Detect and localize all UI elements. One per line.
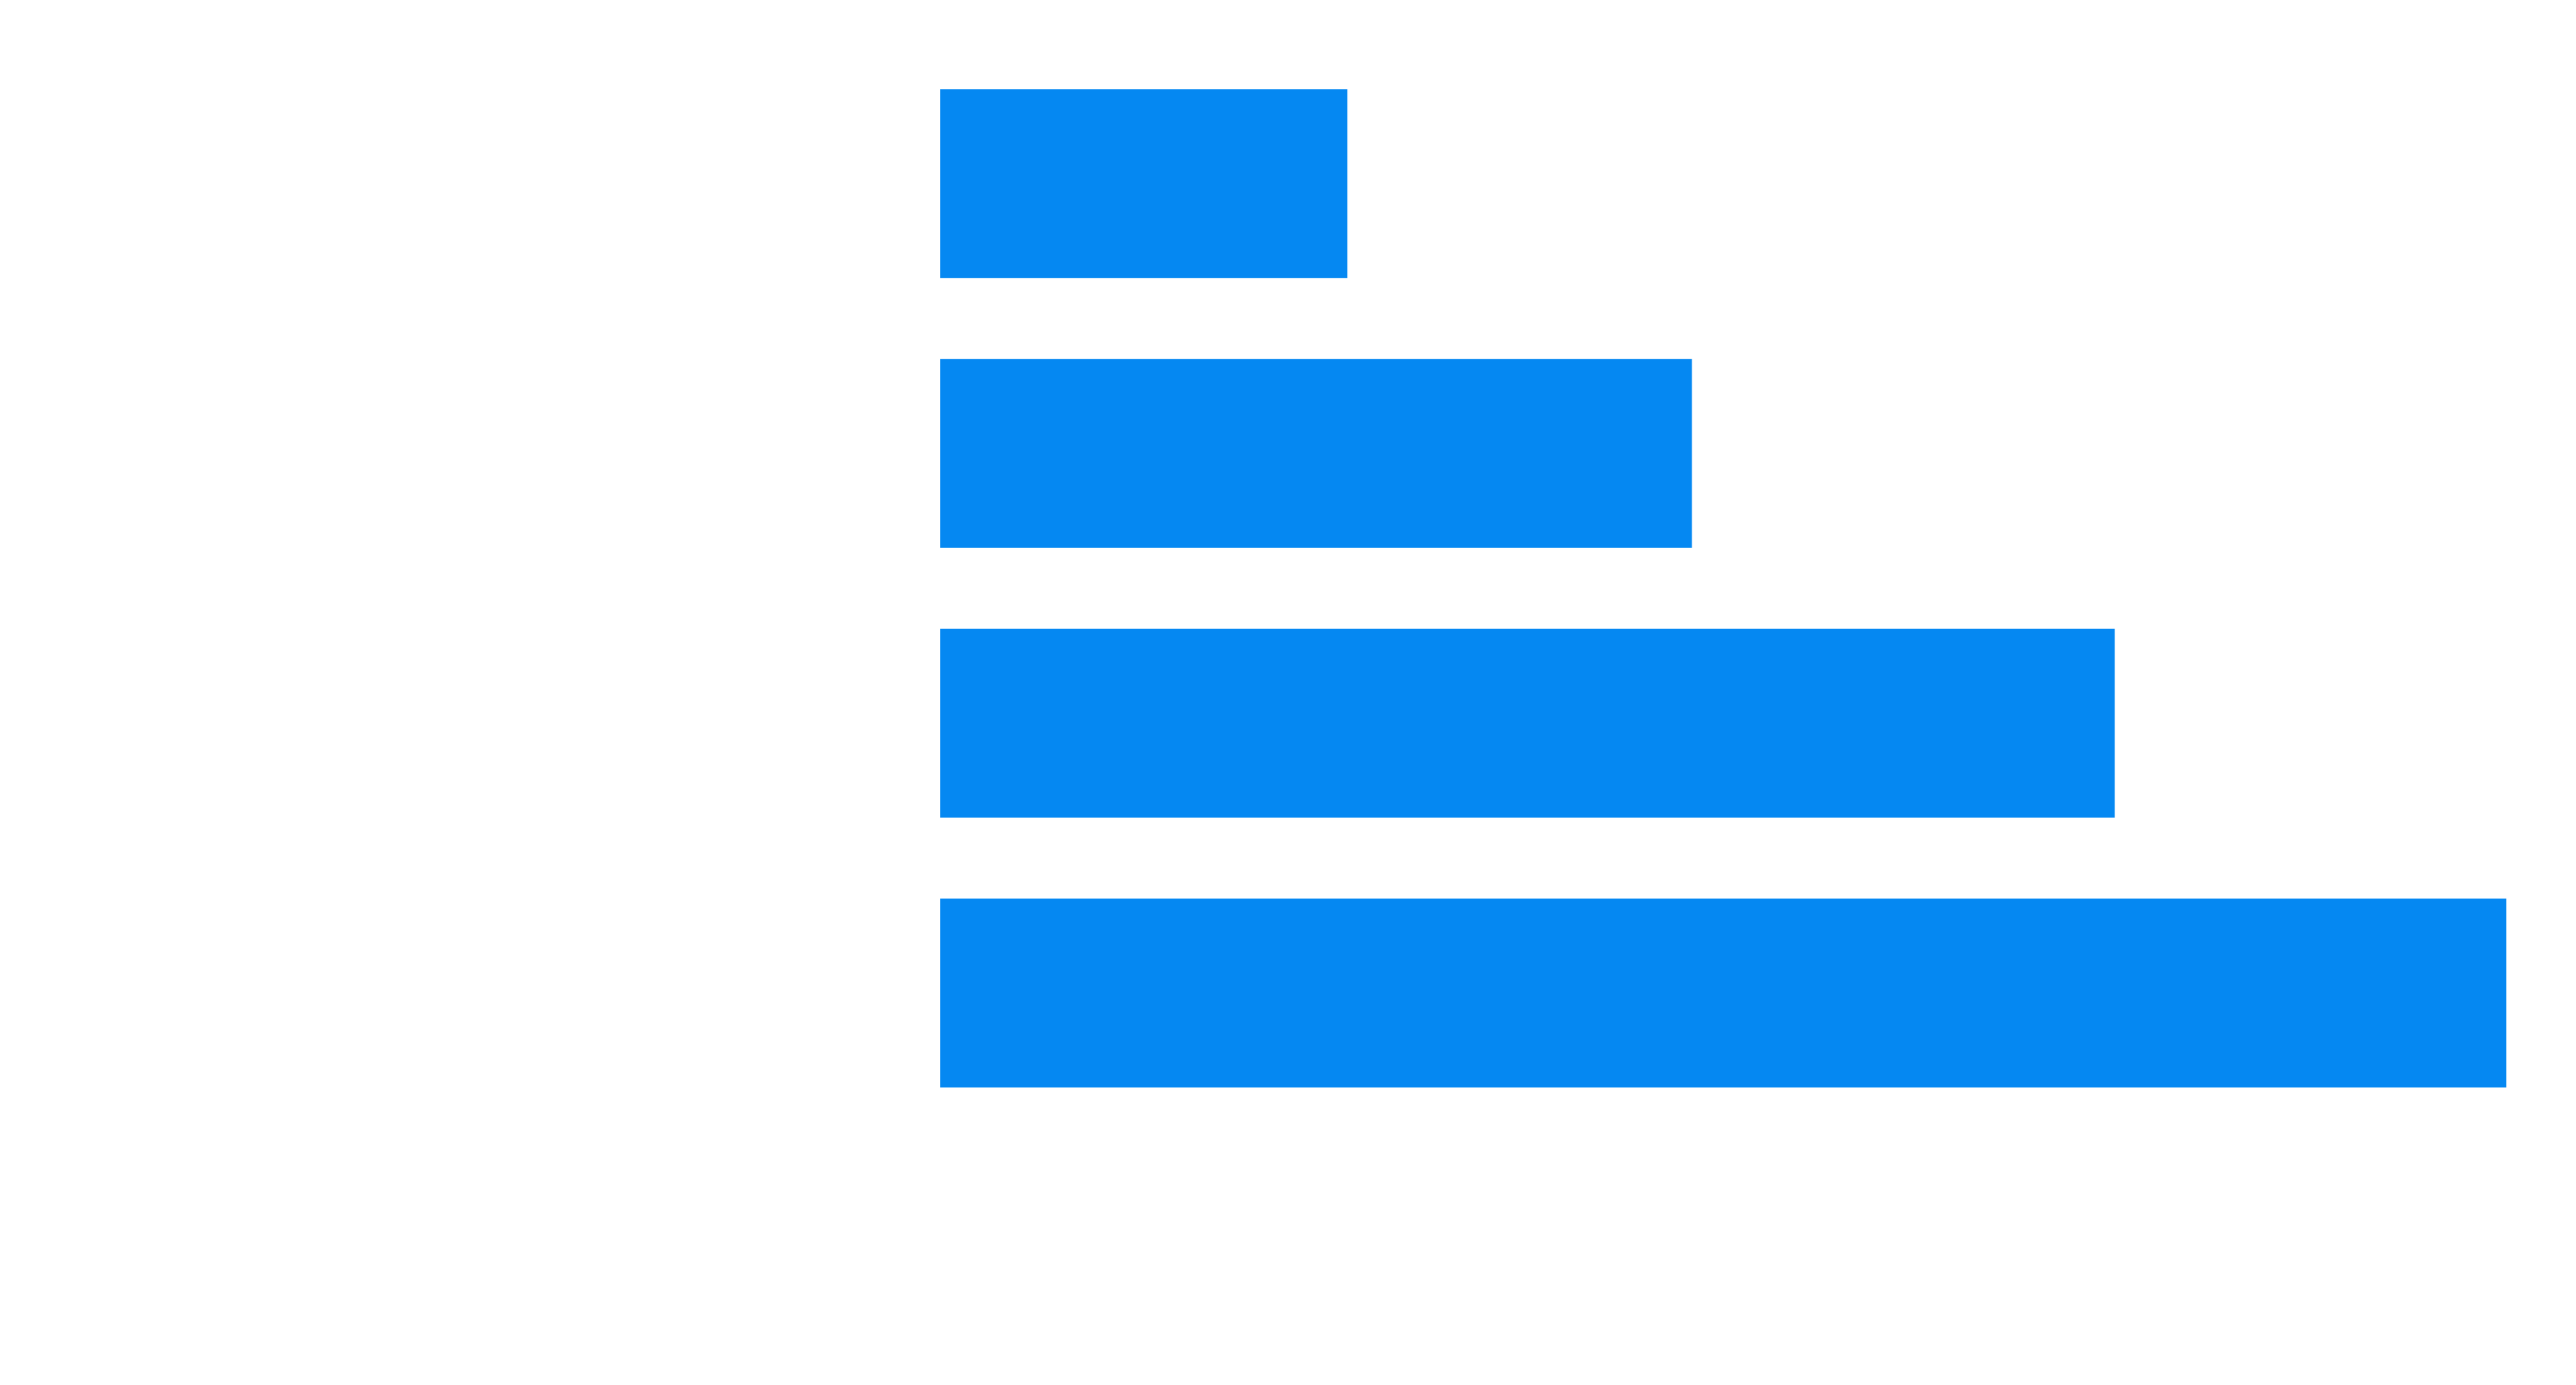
bar-1 bbox=[940, 89, 1348, 278]
bar-group bbox=[940, 89, 2506, 1087]
bar-3 bbox=[940, 629, 2115, 818]
bar-4 bbox=[940, 899, 2506, 1087]
bar-2 bbox=[940, 359, 1692, 548]
